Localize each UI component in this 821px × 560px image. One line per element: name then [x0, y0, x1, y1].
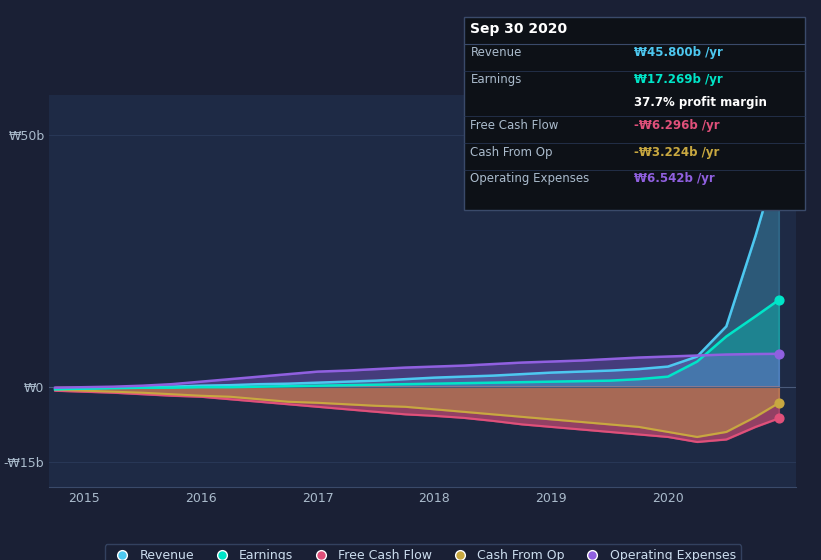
Text: ₩17.269b /yr: ₩17.269b /yr	[635, 73, 723, 86]
Point	[773, 349, 786, 358]
Point	[773, 152, 786, 161]
Point	[773, 296, 786, 305]
Text: 37.7% profit margin: 37.7% profit margin	[635, 96, 767, 109]
Text: -₩3.224b /yr: -₩3.224b /yr	[635, 146, 719, 158]
Point	[773, 414, 786, 423]
Text: Free Cash Flow: Free Cash Flow	[470, 119, 559, 132]
Text: Sep 30 2020: Sep 30 2020	[470, 22, 567, 36]
Text: -₩6.296b /yr: -₩6.296b /yr	[635, 119, 720, 132]
Text: Operating Expenses: Operating Expenses	[470, 172, 589, 185]
Text: ₩6.542b /yr: ₩6.542b /yr	[635, 172, 715, 185]
Text: Revenue: Revenue	[470, 46, 522, 59]
Text: Earnings: Earnings	[470, 73, 522, 86]
Text: Cash From Op: Cash From Op	[470, 146, 553, 158]
Text: ₩45.800b /yr: ₩45.800b /yr	[635, 46, 723, 59]
Point	[773, 398, 786, 407]
Legend: Revenue, Earnings, Free Cash Flow, Cash From Op, Operating Expenses: Revenue, Earnings, Free Cash Flow, Cash …	[104, 544, 741, 560]
